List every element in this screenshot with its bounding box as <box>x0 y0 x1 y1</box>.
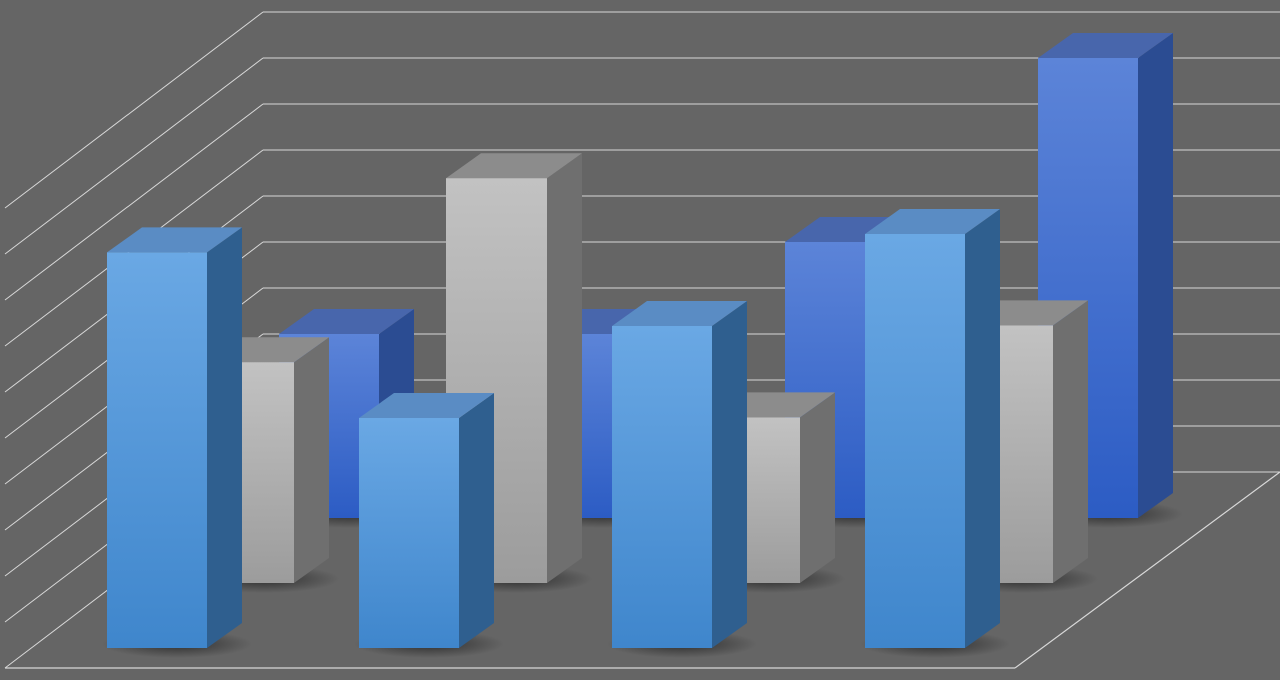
gridline-side-wall <box>4 103 264 301</box>
bar-side <box>1138 33 1173 518</box>
bar-side <box>1053 300 1088 583</box>
bar-front-1 <box>102 227 252 658</box>
bar-top <box>279 309 414 334</box>
bar-top <box>107 227 242 253</box>
gridline-side-wall <box>4 11 264 209</box>
bar-side <box>712 301 747 648</box>
bar-face <box>107 252 207 648</box>
bar-side <box>965 209 1000 648</box>
bar-middle-4 <box>946 300 1099 593</box>
bar-face <box>612 326 712 648</box>
bar-side <box>459 393 494 648</box>
gridline-side-wall <box>4 57 264 255</box>
bar-front-4 <box>860 209 1010 658</box>
bar-side <box>547 153 582 583</box>
bar-side <box>207 227 242 648</box>
bar-top <box>865 209 1000 234</box>
bar-top <box>612 301 747 326</box>
bar-side <box>800 392 835 583</box>
bar-front-3 <box>607 301 757 658</box>
bar-top <box>359 393 494 418</box>
floor-right-edge <box>1014 471 1280 669</box>
bars <box>102 33 1183 658</box>
bar-side <box>294 337 329 583</box>
bar-top <box>1038 33 1173 58</box>
bar-face <box>359 418 459 648</box>
bar-front-2 <box>354 393 504 658</box>
bar-top <box>446 153 582 179</box>
bar-face <box>865 234 965 648</box>
